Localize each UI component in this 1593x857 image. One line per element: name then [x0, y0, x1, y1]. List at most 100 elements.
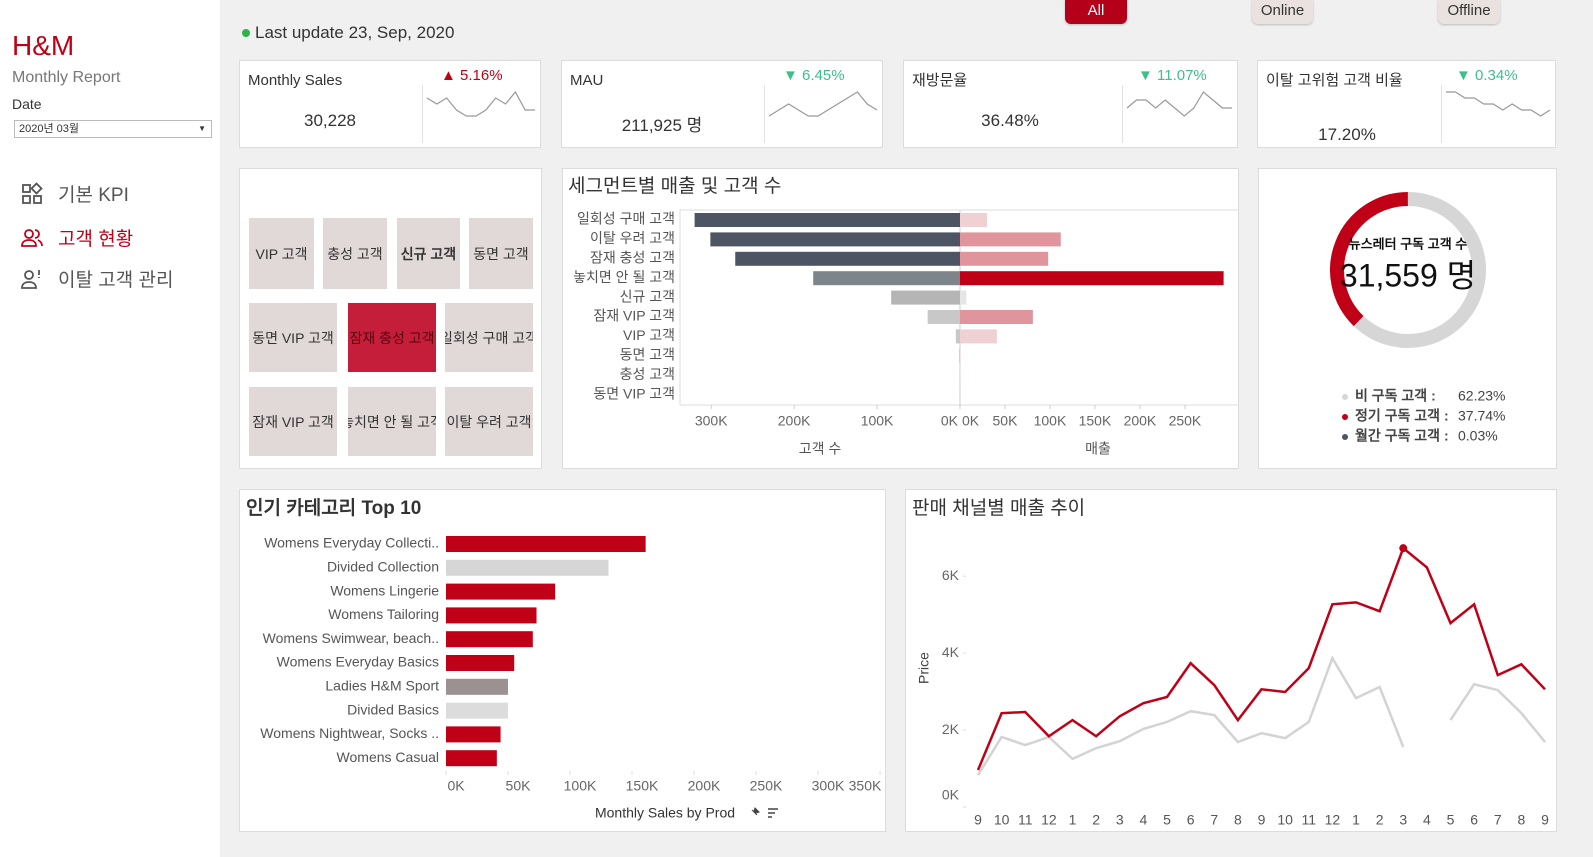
donut-segment — [1330, 192, 1409, 327]
legend-label: 월간 구독 고객 : — [1355, 428, 1449, 444]
kpi-divider — [1441, 85, 1442, 143]
subtitle: Monthly Report — [12, 69, 121, 86]
bar — [735, 251, 960, 266]
nav-icon — [21, 228, 43, 247]
legend-value: 0.03% — [1458, 428, 1498, 444]
category-label: 신규 고객 — [620, 288, 675, 304]
segment-tile[interactable]: 신규 고객 — [397, 218, 460, 289]
x-tick-label: 6 — [1187, 812, 1195, 828]
axis-title: 매출 — [1085, 441, 1111, 457]
kpi-change: ▼ 0.34% — [1456, 67, 1518, 84]
kpi-divider — [764, 85, 765, 143]
bar — [960, 232, 1061, 247]
x-tick-label: 10 — [994, 812, 1010, 828]
x-tick-label: 300K — [695, 413, 728, 429]
nav-item[interactable]: 기본 KPI — [20, 180, 129, 207]
sparkline — [426, 90, 535, 117]
x2-tick-label: 50K — [993, 413, 1019, 429]
x-tick-label: 50K — [506, 778, 532, 794]
nav-item[interactable]: 고객 현황 — [20, 224, 133, 251]
date-select[interactable]: 2020년 03월 ▼ — [14, 120, 212, 138]
segment-label: 일회성 구매 고객 — [445, 329, 533, 346]
x-tick-label: 0K — [447, 778, 465, 794]
segment-label: 잠재 VIP 고객 — [252, 413, 334, 430]
bar — [446, 678, 508, 695]
bar — [710, 232, 960, 247]
sparkline — [768, 91, 878, 117]
axis-title: 고객 수 — [799, 441, 842, 457]
kpi-panel — [903, 60, 1238, 148]
status-dot — [242, 29, 250, 37]
segment-tile[interactable]: 동면 고객 — [469, 218, 533, 289]
kpi-title: MAU — [570, 72, 604, 89]
nav-item[interactable]: 이탈 고객 관리 — [20, 265, 173, 292]
filter-button[interactable]: Online — [1252, 0, 1313, 24]
x-tick-label: 5 — [1447, 812, 1455, 828]
y-tick-label: 2K — [942, 721, 960, 737]
axis-title: Monthly Sales by Prod — [595, 805, 735, 821]
donut-segment — [1353, 192, 1486, 348]
donut-center: 31,559 명 — [1340, 257, 1476, 293]
category-label: Divided Basics — [347, 701, 439, 717]
legend-dot — [1342, 394, 1348, 400]
x-tick-label: 5 — [1163, 812, 1171, 828]
segment-tile[interactable]: VIP 고객 — [249, 218, 314, 289]
pin-icon — [751, 807, 760, 816]
sparkline — [1446, 91, 1551, 117]
bar — [446, 702, 508, 719]
kpi-change: ▼ 6.45% — [783, 67, 845, 84]
sparkline-line — [426, 90, 535, 117]
segment-tile[interactable]: 잠재 VIP 고객 — [249, 387, 337, 456]
kpi-title: Monthly Sales — [248, 72, 343, 89]
sidebar: H&M Monthly Report Date 2020년 03월 ▼ 기본 K… — [0, 0, 220, 857]
bar — [446, 607, 537, 624]
category-label: Womens Swimwear, beach.. — [263, 630, 439, 646]
chart-title: 세그먼트별 매출 및 고객 수 — [568, 175, 781, 197]
sparkline-line — [1126, 91, 1232, 117]
x-tick-label: 8 — [1517, 812, 1525, 828]
segment-tile[interactable]: 충성 고객 — [323, 218, 387, 289]
x-tick-label: 0K — [941, 413, 959, 429]
segment-tile[interactable]: 이탈 우려 고객 — [445, 387, 533, 456]
x-tick-label: 4 — [1423, 812, 1431, 828]
x-tick-label: 9 — [974, 812, 982, 828]
kpi-title: 이탈 고위험 고객 비율 — [1266, 72, 1403, 89]
kpi-value: 36.48% — [981, 111, 1039, 130]
y-tick-label: 4K — [942, 644, 960, 660]
category-label: Womens Tailoring — [328, 606, 439, 622]
x2-tick-label: 200K — [1124, 413, 1157, 429]
x-tick-label: 9 — [1541, 812, 1549, 828]
segment-tile[interactable]: 놓치면 안 될 고객 — [348, 387, 436, 456]
x-tick-label: 100K — [861, 413, 894, 429]
bar — [960, 290, 967, 305]
legend-value: 37.74% — [1458, 408, 1505, 424]
bar — [446, 726, 501, 743]
x-tick-label: 9 — [1258, 812, 1266, 828]
axis-title: Price — [916, 652, 932, 684]
segment-tile[interactable]: 잠재 충성 고객 — [348, 303, 436, 372]
bar — [446, 559, 609, 576]
kpi-title: 재방문율 — [912, 72, 968, 89]
x-tick-label: 4 — [1139, 812, 1147, 828]
segment-tile[interactable]: 동면 VIP 고객 — [249, 303, 337, 372]
sort-icon — [768, 808, 778, 818]
segment-tile[interactable]: 일회성 구매 고객 — [445, 303, 533, 372]
brand: H&M — [12, 30, 75, 61]
y-tick-label: 0K — [942, 787, 960, 803]
category-label: 이탈 우려 고객 — [590, 230, 675, 246]
x-tick-label: 6 — [1470, 812, 1478, 828]
filter-button[interactable]: Offline — [1438, 0, 1500, 24]
x-tick-label: 150K — [626, 778, 659, 794]
segment-label: 충성 고객 — [327, 245, 383, 262]
filter-button[interactable]: All — [1065, 0, 1127, 24]
x2-tick-label: 100K — [1034, 413, 1067, 429]
x-tick-label: 1 — [1352, 812, 1360, 828]
series-line — [976, 655, 1405, 776]
newsletter-panel — [1258, 168, 1557, 469]
category-label: 충성 고객 — [620, 366, 675, 382]
nav-icon — [21, 269, 40, 289]
bar — [960, 329, 997, 344]
kpi-panel — [1257, 60, 1556, 148]
